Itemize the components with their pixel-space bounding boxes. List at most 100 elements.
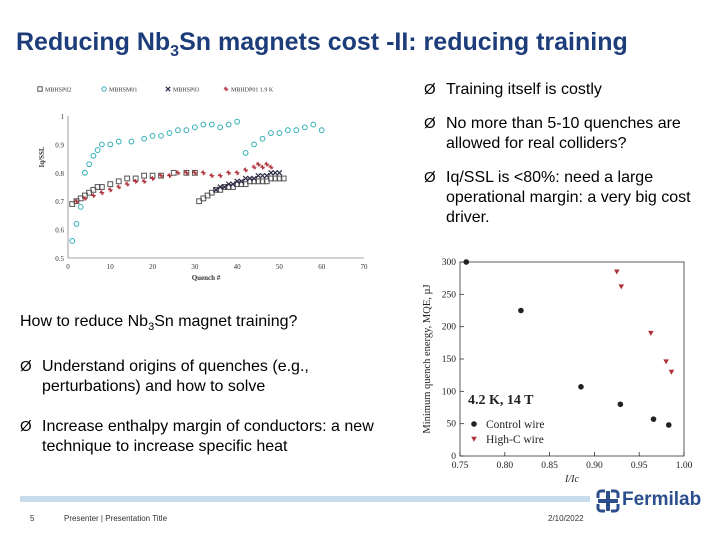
data-point bbox=[192, 170, 198, 176]
data-point bbox=[284, 127, 291, 134]
y-tick-label: 0.5 bbox=[55, 255, 64, 263]
data-point bbox=[107, 181, 114, 188]
data-point bbox=[217, 124, 224, 131]
data-point bbox=[133, 178, 139, 184]
data-point bbox=[175, 127, 181, 134]
footer-bar bbox=[20, 496, 590, 502]
data-point bbox=[165, 86, 171, 92]
x-tick-label: 0 bbox=[66, 263, 70, 271]
data-point bbox=[149, 132, 156, 139]
data-point bbox=[255, 161, 261, 167]
bullet-item: Ø Training itself is costly bbox=[424, 81, 602, 98]
x-tick-label: 70 bbox=[361, 263, 369, 271]
y-tick-label: 50 bbox=[447, 420, 457, 430]
data-point bbox=[90, 152, 97, 159]
bullet-item: Ø Understand origins of quenches (e.g., p… bbox=[20, 358, 309, 396]
data-point bbox=[94, 147, 101, 153]
presenter-title: Presenter | Presentation Title bbox=[64, 514, 168, 523]
data-point bbox=[141, 178, 147, 184]
left-text: How to reduce Nb3Sn magnet training? Ø Un… bbox=[20, 312, 400, 471]
x-tick-label: 0.90 bbox=[586, 461, 603, 471]
data-point bbox=[301, 124, 308, 131]
y-axis-label: Minimum quench energy, MQE, µJ bbox=[422, 284, 433, 433]
data-point bbox=[150, 176, 155, 181]
y-tick-label: 150 bbox=[442, 355, 457, 365]
arrow-bullet-icon: Ø bbox=[424, 115, 436, 132]
data-point bbox=[234, 118, 241, 125]
data-point bbox=[268, 175, 274, 182]
data-point bbox=[115, 138, 122, 145]
data-point bbox=[200, 170, 206, 176]
data-point bbox=[184, 170, 189, 176]
x-tick-label: 0.95 bbox=[631, 461, 648, 471]
data-point bbox=[648, 330, 654, 336]
legend-entry: High-C wire bbox=[486, 434, 544, 446]
data-point bbox=[251, 175, 257, 182]
data-point bbox=[578, 384, 584, 390]
y-tick-label: 0.9 bbox=[55, 141, 64, 149]
data-point bbox=[663, 359, 669, 365]
data-point bbox=[272, 169, 279, 176]
data-point bbox=[225, 121, 232, 128]
data-point bbox=[310, 121, 317, 128]
data-point bbox=[107, 187, 113, 193]
arrow-bullet-icon: Ø bbox=[20, 418, 32, 436]
data-point bbox=[471, 421, 477, 427]
data-point bbox=[124, 175, 131, 182]
chart-annotation: 4.2 K, 14 T bbox=[468, 393, 534, 408]
data-point bbox=[234, 178, 240, 185]
data-point bbox=[74, 198, 79, 204]
y-tick-label: 200 bbox=[442, 323, 457, 333]
data-point bbox=[234, 170, 240, 176]
y-tick-label: 250 bbox=[442, 290, 457, 300]
data-point bbox=[668, 369, 675, 375]
fermilab-logo: Fermilab bbox=[596, 486, 712, 516]
data-point bbox=[264, 161, 270, 167]
data-point bbox=[230, 181, 236, 187]
data-point bbox=[191, 124, 198, 131]
data-point bbox=[141, 135, 148, 142]
data-point bbox=[115, 178, 122, 185]
data-point bbox=[208, 121, 215, 128]
data-point bbox=[69, 238, 76, 244]
x-axis-label: I/Ic bbox=[564, 474, 579, 485]
data-point bbox=[259, 172, 266, 179]
legend-entry: MBHSM01 bbox=[109, 88, 137, 94]
y-tick-label: 0 bbox=[451, 452, 456, 462]
arrow-bullet-icon: Ø bbox=[424, 81, 436, 98]
data-point bbox=[255, 172, 262, 179]
data-point bbox=[238, 178, 245, 185]
data-point bbox=[251, 164, 257, 170]
data-point bbox=[77, 203, 84, 210]
data-point bbox=[124, 181, 130, 187]
data-point bbox=[82, 169, 88, 176]
data-point bbox=[183, 127, 190, 134]
data-point bbox=[94, 184, 101, 190]
x-axis-label: Quench # bbox=[192, 274, 221, 282]
data-point bbox=[518, 307, 524, 314]
data-point bbox=[251, 141, 257, 148]
data-point bbox=[259, 178, 266, 185]
data-point bbox=[225, 181, 232, 187]
bullet-item: Ø No more than 5-10 quenches are allowed … bbox=[424, 115, 681, 152]
data-point bbox=[170, 169, 177, 176]
data-point bbox=[86, 161, 93, 168]
section-question: How to reduce Nb3Sn magnet training? bbox=[20, 313, 298, 334]
data-point bbox=[213, 187, 219, 193]
data-point bbox=[276, 169, 283, 176]
data-point bbox=[242, 175, 249, 182]
data-point bbox=[73, 221, 80, 227]
x-tick-label: 0.75 bbox=[452, 461, 469, 471]
data-point bbox=[614, 269, 620, 275]
data-point bbox=[665, 422, 672, 428]
y-axis-label: Iq/SSL bbox=[38, 146, 46, 167]
data-point bbox=[463, 259, 470, 265]
legend-entry: MBHSP02 bbox=[45, 88, 71, 94]
data-point bbox=[242, 150, 249, 156]
data-point bbox=[293, 127, 300, 134]
x-tick-label: 1.00 bbox=[676, 461, 693, 471]
data-point bbox=[268, 169, 274, 176]
x-tick-label: 50 bbox=[276, 263, 284, 271]
data-point bbox=[243, 167, 248, 173]
data-point bbox=[175, 170, 181, 176]
